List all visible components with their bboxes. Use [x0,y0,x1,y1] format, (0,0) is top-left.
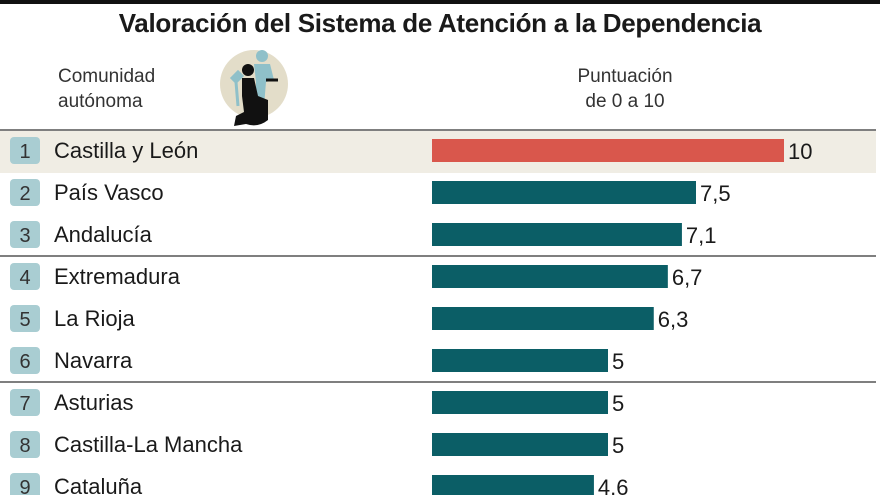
value-header-line1: Puntuación [577,66,673,87]
rank-number: 1 [19,141,30,163]
rank-number: 8 [19,435,30,457]
bar [432,265,668,288]
value-label: 7,1 [686,223,717,248]
rank-number: 3 [19,225,30,247]
rank-badge [10,347,40,374]
category-label: Castilla-La Mancha [54,432,243,457]
rank-badge [10,137,40,164]
category-header-line2: autónoma [58,91,143,112]
category-label: La Rioja [54,306,135,331]
rank-number: 7 [19,393,30,415]
bar [432,349,608,372]
bar [432,433,608,456]
rank-badge [10,305,40,332]
category-header: Comunidad autónoma [58,64,155,114]
category-header-line1: Comunidad [58,66,156,87]
value-header: Puntuación de 0 a 10 [540,64,710,114]
category-label: Asturias [54,390,133,415]
value-label: 6,7 [672,265,703,290]
value-label: 7,5 [700,181,731,206]
chart-title: Valoración del Sistema de Atención a la … [118,8,762,38]
rank-badge [10,221,40,248]
top-rule [0,0,880,4]
rank-badge [10,179,40,206]
category-label: Cataluña [54,474,143,495]
rank-badge [10,431,40,458]
rank-number: 6 [19,351,30,373]
bar [432,307,654,330]
value-label: 5 [612,349,624,374]
bar [432,223,682,246]
bar [432,391,608,414]
rank-badge [10,389,40,416]
category-label: Extremadura [54,264,181,289]
category-label: Andalucía [54,222,153,247]
category-label: Navarra [54,348,133,373]
wheelchair-caregiver-icon [220,50,288,126]
bar [432,181,696,204]
value-label: 5 [612,433,624,458]
value-label: 5 [612,391,624,416]
rank-number: 5 [19,309,30,331]
rank-number: 4 [19,267,30,289]
value-label: 4.6 [598,475,629,495]
value-header-line2: de 0 a 10 [585,91,665,112]
category-label: Castilla y León [54,138,198,163]
rank-badge [10,473,40,495]
value-label: 6,3 [658,307,689,332]
bar [432,475,594,495]
rank-number: 9 [19,477,30,495]
value-label: 10 [788,139,812,164]
rank-number: 2 [19,183,30,205]
rank-badge [10,263,40,290]
bar [432,139,784,162]
category-label: País Vasco [54,180,164,205]
